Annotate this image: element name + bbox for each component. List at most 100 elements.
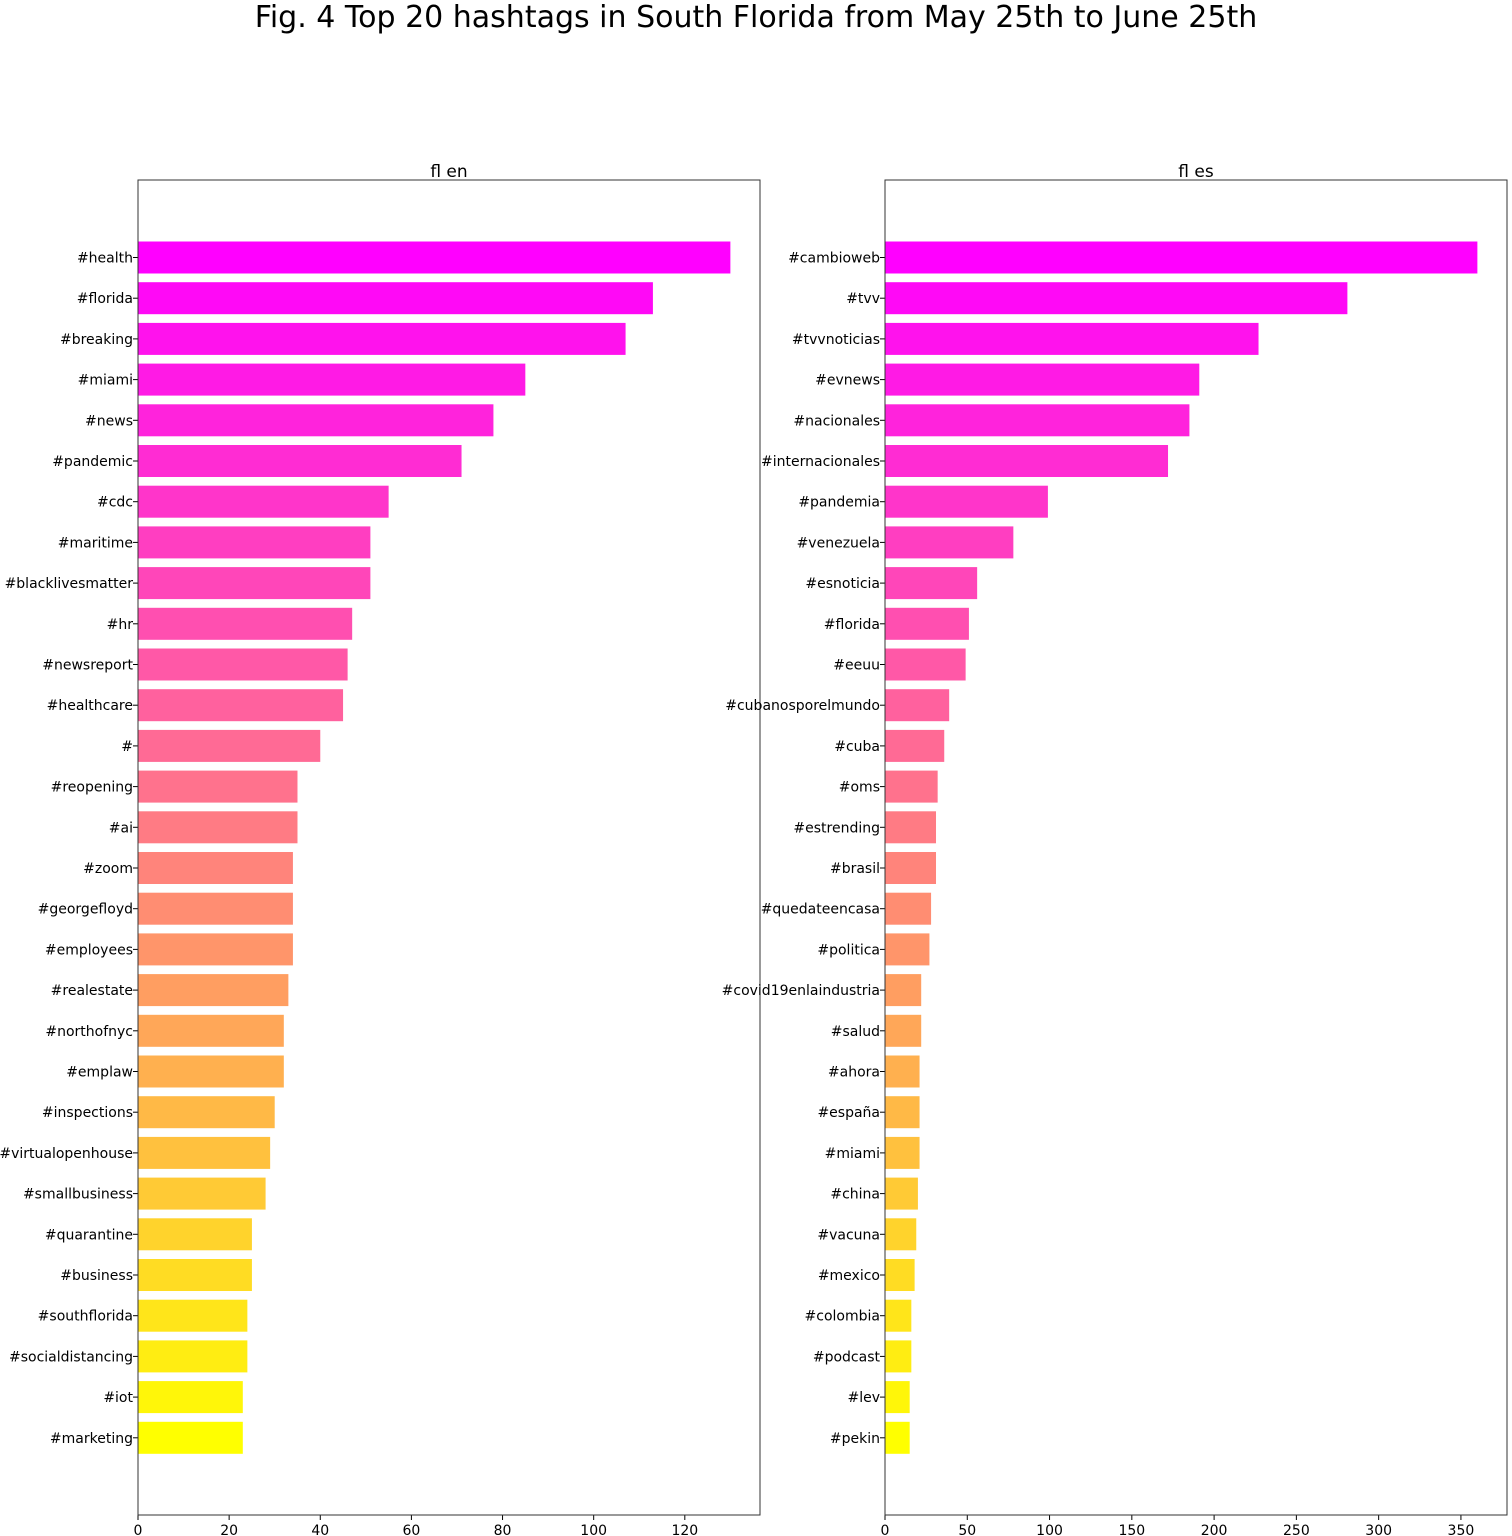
bar-southflorida: [138, 1299, 248, 1332]
bar-colombia: [885, 1299, 912, 1332]
y-tick-label: #mexico: [818, 1268, 880, 1284]
bar-emplaw: [138, 1055, 284, 1088]
y-tick-label: #miami: [78, 373, 133, 389]
y-tick-label: #reopening: [51, 780, 133, 796]
bar-realestate: [138, 974, 289, 1007]
y-tick-label: #esnoticia: [805, 576, 880, 592]
bar-florida: [885, 607, 969, 640]
y-tick-label: #salud: [831, 1024, 880, 1040]
y-tick-label: #vacuna: [817, 1227, 880, 1243]
y-tick-label: #evnews: [815, 373, 880, 389]
axes-frame: [884, 179, 1508, 1516]
y-tick-label: #china: [830, 1187, 880, 1203]
bar-evnews: [885, 363, 1200, 396]
y-tick-label: #nacionales: [793, 413, 880, 429]
x-tick-label: 100: [580, 1523, 607, 1536]
y-tick-label: #zoom: [83, 861, 133, 877]
bar-cuba: [885, 729, 945, 762]
bar-georgefloyd: [138, 892, 293, 925]
bar-quedateencasa: [885, 892, 932, 925]
bar-newsreport: [138, 648, 348, 681]
y-tick-label: #socialdistancing: [9, 1349, 133, 1365]
bar-tvv: [885, 282, 1348, 315]
bar-estrending: [885, 811, 937, 844]
y-tick-label: #smallbusiness: [23, 1187, 133, 1203]
x-tick-label: 200: [1201, 1523, 1228, 1536]
x-tick-label: 20: [220, 1523, 238, 1536]
y-tick-label: #cambioweb: [788, 251, 880, 267]
bar-northofnyc: [138, 1014, 284, 1047]
y-tick-label: #breaking: [60, 332, 133, 348]
x-tick-label: 60: [402, 1523, 420, 1536]
y-tick-label: #internacionales: [761, 454, 880, 470]
y-tick-label: #eeuu: [833, 658, 880, 674]
y-tick-label: #georgefloyd: [38, 902, 133, 918]
x-tick-label: 0: [881, 1523, 890, 1536]
y-tick-label: #iot: [103, 1390, 133, 1406]
y-tick-label: #podcast: [813, 1349, 881, 1365]
y-tick-label: #pekin: [830, 1431, 880, 1447]
bar-breaking: [138, 322, 626, 355]
bar-inspections: [138, 1096, 275, 1129]
bar-florida: [138, 282, 653, 315]
y-tick-label: #marketing: [50, 1431, 133, 1447]
y-tick-label: #quedateencasa: [761, 902, 880, 918]
y-tick-label: #quarantine: [45, 1227, 133, 1243]
x-tick-label: 350: [1448, 1523, 1475, 1536]
bar-pandemic: [138, 445, 462, 477]
x-ticks: 0 50 100 150 200 250 300 350: [881, 1515, 1475, 1536]
bar-internacionales: [885, 445, 1169, 477]
y-tick-label: #inspections: [42, 1105, 133, 1121]
y-tick-label: #hr: [107, 617, 134, 633]
bar-salud: [885, 1014, 922, 1047]
bar-espaa: [885, 1096, 920, 1129]
bar-pandemia: [885, 485, 1048, 518]
bar-iot: [138, 1381, 243, 1414]
x-ticks: 0 20 40 60 80 100 120: [134, 1515, 698, 1536]
y-tick-label: #blacklivesmatter: [5, 576, 134, 592]
y-tick-label: #newsreport: [42, 658, 133, 674]
bar-quarantine: [138, 1218, 252, 1251]
x-tick-label: 100: [1036, 1523, 1063, 1536]
bar-lev: [885, 1381, 910, 1414]
y-tick-label: #colombia: [805, 1309, 880, 1325]
bar-reopening: [138, 770, 298, 803]
y-tick-labels: #cambioweb #tvv #tvvnoticias #evnews #nacion…: [722, 251, 885, 1447]
bar-employees: [138, 933, 293, 966]
bar-cdc: [138, 485, 389, 518]
bar-mexico: [885, 1259, 915, 1291]
y-tick-label: #virtualopenhouse: [0, 1146, 133, 1162]
y-tick-label: #healthcare: [47, 698, 133, 714]
bar-china: [885, 1177, 918, 1210]
bar-esnoticia: [885, 567, 978, 600]
y-tick-label: #cdc: [97, 495, 133, 511]
x-tick-label: 300: [1365, 1523, 1392, 1536]
bar-healthcare: [138, 689, 344, 722]
x-tick-label: 80: [494, 1523, 512, 1536]
bar-business: [138, 1259, 252, 1291]
x-tick-label: 40: [311, 1523, 329, 1536]
bar-blacklivesmatter: [138, 567, 371, 600]
bar-miami: [885, 1136, 920, 1169]
y-tick-label: #northofnyc: [45, 1024, 133, 1040]
y-tick-label: #tvv: [846, 291, 880, 307]
x-tick-label: 250: [1283, 1523, 1310, 1536]
y-tick-label: #maritime: [58, 535, 133, 551]
bar-maritime: [138, 526, 371, 559]
y-tick-label: #health: [77, 251, 133, 267]
bar-marketing: [138, 1421, 243, 1454]
bar-ahora: [885, 1055, 920, 1088]
y-tick-label: #cubanosporelmundo: [725, 698, 880, 714]
subplot-fl-en: fl en #health #florida #breaking #miami #new…: [0, 162, 761, 1536]
y-tick-label: #españa: [817, 1105, 880, 1121]
y-tick-label: #: [121, 739, 133, 755]
bar-zoom: [138, 852, 293, 884]
y-tick-label: #news: [85, 413, 133, 429]
bar-venezuela: [885, 526, 1014, 559]
y-tick-label: #realestate: [51, 983, 133, 999]
bar-nacionales: [885, 404, 1190, 437]
bar-vacuna: [885, 1218, 917, 1251]
bars-group: [885, 241, 1478, 1454]
y-tick-label: #employees: [45, 942, 133, 958]
